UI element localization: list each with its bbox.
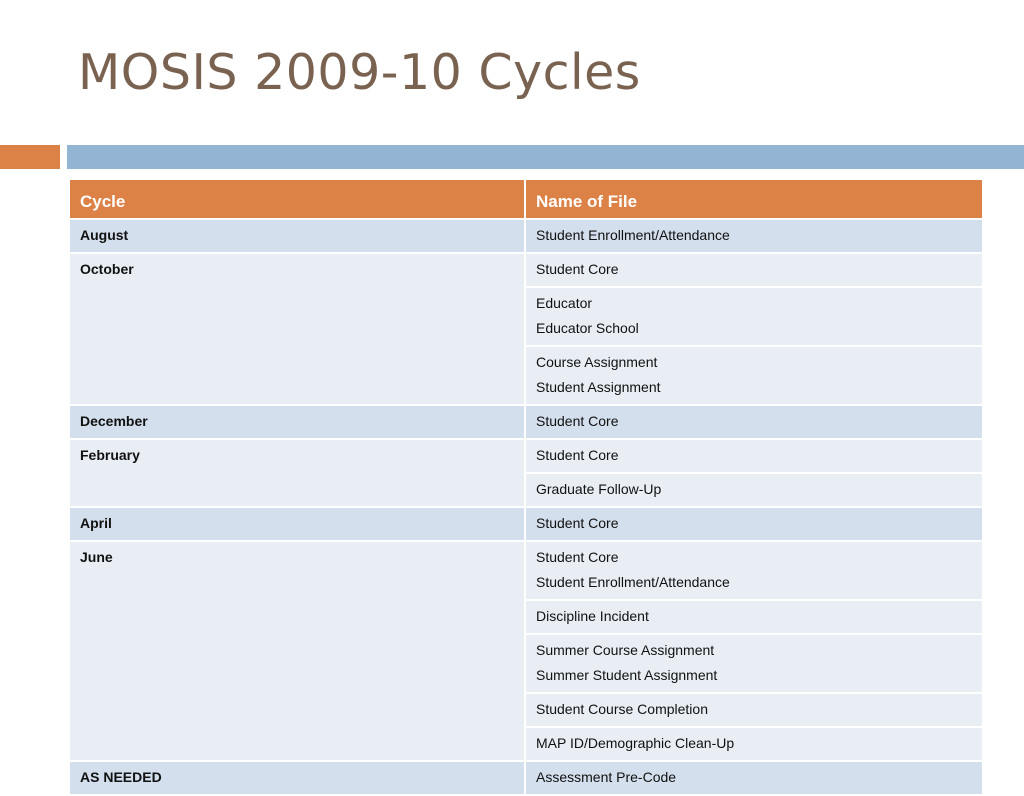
file-name: Educator	[536, 295, 593, 311]
table-row: Educator Educator School	[69, 286, 984, 347]
file-name: Course Assignment	[536, 354, 658, 370]
file-name: Assessment Pre-Code	[536, 769, 677, 785]
table-row: Student Course Completion	[69, 692, 984, 728]
file-name: MAP ID/Demographic Clean-Up	[536, 735, 735, 751]
table-row: August Student Enrollment/Attendance	[68, 218, 984, 254]
file-name: Student Core	[536, 549, 619, 565]
cycle-cell: February	[68, 438, 526, 508]
file-name: Student Core	[536, 413, 619, 429]
file-name: Student Course Completion	[536, 701, 708, 717]
slide-title: MOSIS 2009-10 Cycles	[78, 44, 641, 101]
cycle-cell: August	[68, 218, 526, 254]
table-row: October Student Core	[68, 252, 984, 406]
file-cell: Discipline Incident	[524, 599, 984, 635]
file-name: Educator School	[536, 320, 639, 336]
file-name: Student Assignment	[536, 379, 661, 395]
file-cell: Student Core	[524, 404, 984, 440]
file-cell: Student Core Student Enrollment/Attendan…	[524, 540, 984, 601]
file-name: Student Core	[536, 447, 619, 463]
file-name: Student Core	[536, 515, 619, 531]
file-cell: Course Assignment Student Assignment	[524, 345, 984, 406]
cycle-cell: AS NEEDED	[68, 760, 526, 796]
cycle-cell: October	[68, 252, 526, 406]
table-header-row: Cycle Name of File	[68, 178, 984, 220]
table-row: AS NEEDED Assessment Pre-Code	[68, 760, 984, 796]
table-row: Discipline Incident	[69, 599, 984, 635]
file-cell: Student Core	[524, 506, 984, 542]
header-cycle: Cycle	[68, 178, 526, 220]
table-row: April Student Core	[68, 506, 984, 542]
table-row: MAP ID/Demographic Clean-Up	[69, 726, 984, 762]
table-row: December Student Core	[68, 404, 984, 440]
table-row: Summer Course Assignment Summer Student …	[69, 633, 984, 694]
cycle-cell: June	[68, 540, 526, 762]
table-row: June Student Core Student Enrollment/Att…	[68, 540, 984, 762]
accent-band-blue	[67, 145, 1024, 169]
table-row: February Student Core	[68, 438, 984, 508]
file-name: Discipline Incident	[536, 608, 649, 624]
file-cell: Student Enrollment/Attendance	[524, 218, 984, 254]
file-cell: MAP ID/Demographic Clean-Up	[524, 726, 984, 762]
file-cell: Student Core	[524, 252, 984, 288]
file-cell: Assessment Pre-Code	[524, 760, 984, 796]
table-row: Graduate Follow-Up	[69, 472, 984, 508]
file-name: Graduate Follow-Up	[536, 481, 662, 497]
file-cell: Educator Educator School	[524, 286, 984, 347]
cycle-cell: April	[68, 506, 526, 542]
file-name: Student Enrollment/Attendance	[536, 227, 730, 243]
accent-band-orange	[0, 145, 60, 169]
file-name: Summer Course Assignment	[536, 642, 715, 658]
cycles-table: Cycle Name of File August Student Enroll…	[68, 178, 984, 796]
cycle-cell: December	[68, 404, 526, 440]
file-name: Student Core	[536, 261, 619, 277]
file-cell: Summer Course Assignment Summer Student …	[524, 633, 984, 694]
header-name-of-file: Name of File	[524, 178, 984, 220]
file-name: Student Enrollment/Attendance	[536, 574, 730, 590]
file-cell: Student Course Completion	[524, 692, 984, 728]
table-row: Course Assignment Student Assignment	[69, 345, 984, 406]
file-cell: Student Core	[524, 438, 984, 474]
file-name: Summer Student Assignment	[536, 667, 718, 683]
file-cell: Graduate Follow-Up	[524, 472, 984, 508]
